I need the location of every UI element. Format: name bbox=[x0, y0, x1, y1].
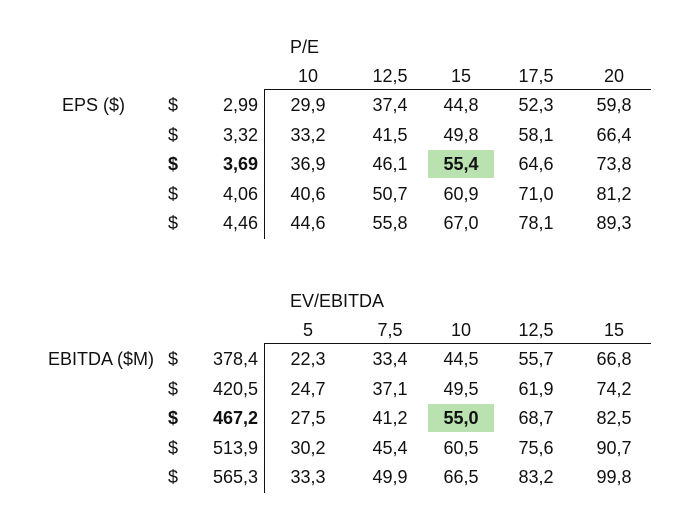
currency-symbol: $ bbox=[168, 95, 179, 115]
table-cell: 66,5 bbox=[443, 467, 479, 487]
column-header: 17,5 bbox=[518, 66, 554, 86]
table-cell: 64,6 bbox=[518, 154, 554, 174]
table-cell: 73,8 bbox=[596, 154, 632, 174]
table-cell: 49,5 bbox=[443, 378, 479, 399]
column-header: 12,5 bbox=[518, 320, 554, 340]
column-axis-title: EV/EBITDA bbox=[290, 291, 385, 311]
row-input-value: 378,4 bbox=[212, 349, 258, 369]
table-cell: 60,5 bbox=[443, 437, 479, 458]
table-cell: 41,5 bbox=[372, 124, 408, 145]
table-cell: 74,2 bbox=[596, 378, 632, 399]
header-divider-line bbox=[264, 89, 651, 90]
column-header: 5 bbox=[302, 320, 313, 340]
table-cell: 27,5 bbox=[290, 408, 326, 428]
table-cell: 36,9 bbox=[290, 154, 326, 174]
table-cell: 59,8 bbox=[596, 95, 632, 115]
column-header: 10 bbox=[297, 66, 319, 86]
table-cell: 71,0 bbox=[518, 183, 554, 204]
currency-symbol: $ bbox=[168, 467, 179, 487]
row-input-value: 467,2 bbox=[212, 408, 258, 428]
row-input-value: 4,06 bbox=[222, 183, 258, 204]
table-cell: 66,8 bbox=[596, 349, 632, 369]
table-cell: 75,6 bbox=[518, 437, 554, 458]
currency-symbol: $ bbox=[168, 124, 179, 145]
table-cell: 49,8 bbox=[443, 124, 479, 145]
row-input-value: 3,32 bbox=[222, 124, 258, 145]
table-cell: 81,2 bbox=[596, 183, 632, 204]
table-cell: 99,8 bbox=[596, 467, 632, 487]
table-cell: 58,1 bbox=[518, 124, 554, 145]
row-input-value: 3,69 bbox=[222, 154, 258, 174]
table-cell: 67,0 bbox=[443, 213, 479, 233]
currency-symbol: $ bbox=[168, 408, 179, 428]
row-axis-title: EPS ($) bbox=[62, 95, 126, 115]
table-cell: 68,7 bbox=[518, 408, 554, 428]
table-cell: 22,3 bbox=[290, 349, 326, 369]
table-cell: 83,2 bbox=[518, 467, 554, 487]
table-cell: 44,5 bbox=[443, 349, 479, 369]
column-axis-title: P/E bbox=[290, 37, 320, 57]
table-cell: 90,7 bbox=[596, 437, 632, 458]
row-input-value: 2,99 bbox=[222, 95, 258, 115]
table-cell: 30,2 bbox=[290, 437, 326, 458]
currency-symbol: $ bbox=[168, 349, 179, 369]
row-input-value: 420,5 bbox=[212, 378, 258, 399]
table-cell: 82,5 bbox=[596, 408, 632, 428]
table-cell: 44,8 bbox=[443, 95, 479, 115]
currency-symbol: $ bbox=[168, 378, 179, 399]
table-cell: 49,9 bbox=[372, 467, 408, 487]
table-cell: 33,3 bbox=[290, 467, 326, 487]
table-cell: 60,9 bbox=[443, 183, 479, 204]
row-divider-line bbox=[264, 343, 265, 493]
column-header: 20 bbox=[603, 66, 625, 86]
table-cell: 78,1 bbox=[518, 213, 554, 233]
currency-symbol: $ bbox=[168, 154, 179, 174]
table-cell: 44,6 bbox=[290, 213, 326, 233]
currency-symbol: $ bbox=[168, 213, 179, 233]
column-header: 10 bbox=[450, 320, 472, 340]
table-cell: 40,6 bbox=[290, 183, 326, 204]
row-input-value: 565,3 bbox=[212, 467, 258, 487]
column-header: 7,5 bbox=[377, 320, 403, 340]
table-cell: 33,4 bbox=[372, 349, 408, 369]
table-cell: 61,9 bbox=[518, 378, 554, 399]
table-cell: 24,7 bbox=[290, 378, 326, 399]
table-cell: 41,2 bbox=[372, 408, 408, 428]
header-divider-line bbox=[264, 343, 651, 344]
table-cell: 89,3 bbox=[596, 213, 632, 233]
highlighted-cell: 55,0 bbox=[428, 404, 494, 432]
table-cell: 37,4 bbox=[372, 95, 408, 115]
table-cell: 29,9 bbox=[290, 95, 326, 115]
table-cell: 45,4 bbox=[372, 437, 408, 458]
row-input-value: 4,46 bbox=[222, 213, 258, 233]
column-header: 15 bbox=[603, 320, 625, 340]
highlighted-cell: 55,4 bbox=[428, 150, 494, 178]
row-input-value: 513,9 bbox=[212, 437, 258, 458]
row-axis-title: EBITDA ($M) bbox=[48, 349, 155, 369]
currency-symbol: $ bbox=[168, 183, 179, 204]
currency-symbol: $ bbox=[168, 437, 179, 458]
table-cell: 46,1 bbox=[372, 154, 408, 174]
table-cell: 33,2 bbox=[290, 124, 326, 145]
table-cell: 50,7 bbox=[372, 183, 408, 204]
column-header: 15 bbox=[450, 66, 472, 86]
table-cell: 66,4 bbox=[596, 124, 632, 145]
table-cell: 52,3 bbox=[518, 95, 554, 115]
table-cell: 55,8 bbox=[372, 213, 408, 233]
table-cell: 55,7 bbox=[518, 349, 554, 369]
table-cell: 37,1 bbox=[372, 378, 408, 399]
column-header: 12,5 bbox=[372, 66, 408, 86]
row-divider-line bbox=[264, 89, 265, 239]
